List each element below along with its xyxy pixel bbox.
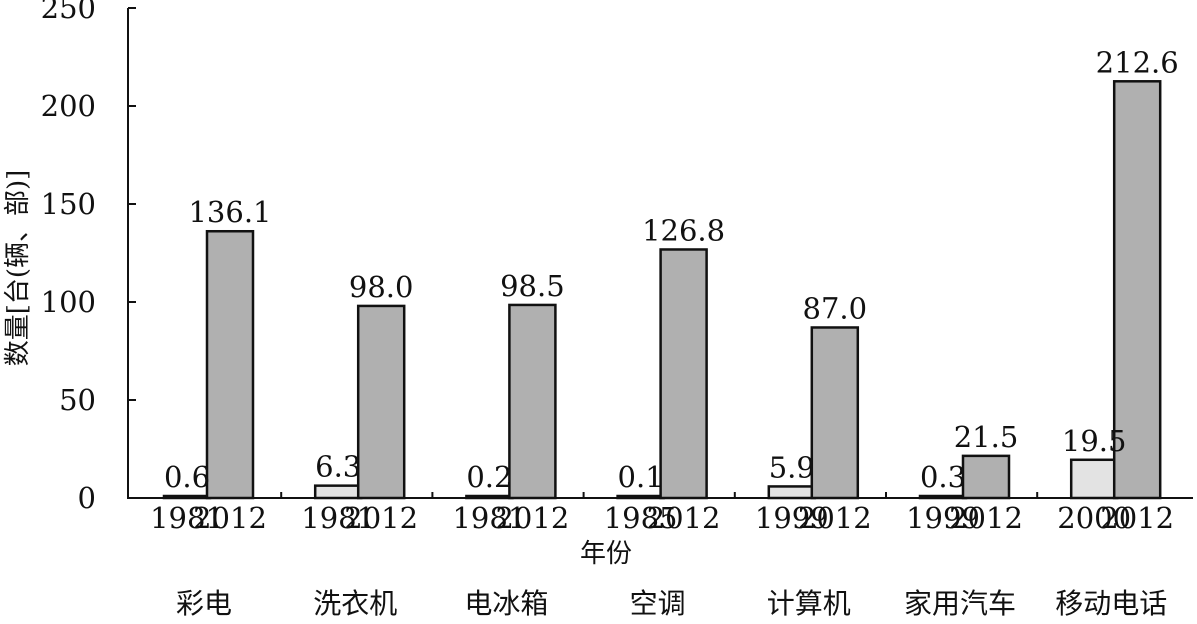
bar-value-label: 98.5 (500, 269, 565, 303)
bar-value-label: 0.3 (920, 460, 966, 494)
bar-value-label: 5.9 (769, 450, 815, 484)
x-tick-label: 2012 (344, 501, 418, 535)
bar (1069, 458, 1119, 500)
bar-value-label: 126.8 (642, 213, 725, 247)
y-tick-label: 0 (78, 481, 96, 515)
bar-value-label: 0.2 (466, 460, 512, 494)
bar-value-label: 212.6 (1096, 45, 1179, 79)
bar (465, 494, 514, 500)
bar (767, 485, 817, 500)
bar-value-label: 87.0 (803, 291, 868, 325)
bar (1112, 80, 1162, 500)
bar (961, 454, 1011, 500)
x-tick-label: 2012 (193, 501, 267, 535)
bar-value-label: 6.3 (315, 450, 361, 484)
bar-value-label: 0.6 (164, 460, 210, 494)
x-tick-label: 2012 (1100, 501, 1174, 535)
bar-value-label: 136.1 (188, 195, 271, 229)
x-tick-label: 1999 (755, 501, 829, 535)
bar-marks (162, 80, 1162, 500)
bar-value-label: 19.5 (1062, 424, 1127, 458)
x-tick-label: 1981 (452, 501, 526, 535)
category-label: 彩电 (176, 587, 232, 620)
bar (356, 304, 406, 500)
bar (918, 494, 968, 500)
x-axis-title: 年份 (580, 539, 632, 569)
data-labels: 0.6 136.1 6.3 98.0 0.2 98.5 0.1 126.8 5.9 87.0 0.3… (164, 45, 1179, 494)
y-tick-label: 150 (41, 187, 96, 221)
y-tick-label: 250 (41, 0, 96, 25)
category-labels: 彩电 洗衣机 电冰箱 空调 计算机 家用汽车 移动电话 (176, 587, 1167, 620)
bar (810, 326, 860, 500)
y-tick-label: 200 (41, 89, 96, 123)
bar (659, 248, 708, 500)
bar (205, 229, 255, 500)
y-tick-label: 100 (41, 285, 96, 319)
x-tick-label: 2012 (647, 501, 721, 535)
y-axis-title: 数量[台(辆、部)] (3, 170, 33, 367)
x-tick-label: 1981 (150, 501, 224, 535)
category-label: 计算机 (767, 587, 851, 620)
bar-value-label: 98.0 (349, 270, 414, 304)
x-tick-label: 1999 (906, 501, 980, 535)
x-tick-label: 2012 (798, 501, 872, 535)
category-label: 家用汽车 (904, 587, 1016, 620)
category-label: 空调 (630, 587, 686, 620)
bar-value-label: 0.1 (618, 460, 664, 494)
bar (616, 494, 665, 500)
x-tick-label: 2012 (495, 501, 569, 535)
y-tick-label: 50 (59, 383, 96, 417)
x-tick-label: 2012 (949, 501, 1023, 535)
category-label: 洗衣机 (313, 587, 397, 620)
bar (313, 484, 363, 500)
bar (508, 303, 557, 500)
bar (162, 494, 212, 500)
bar-value-label: 21.5 (954, 420, 1019, 454)
x-axis-separators (280, 492, 1039, 498)
x-tick-label: 1985 (604, 501, 678, 535)
category-label: 移动电话 (1055, 587, 1167, 620)
category-label: 电冰箱 (464, 587, 548, 620)
y-axis-ticks: 0 50 100 150 200 250 (41, 0, 136, 515)
x-tick-label: 2000 (1057, 501, 1131, 535)
x-tick-label: 1981 (301, 501, 375, 535)
